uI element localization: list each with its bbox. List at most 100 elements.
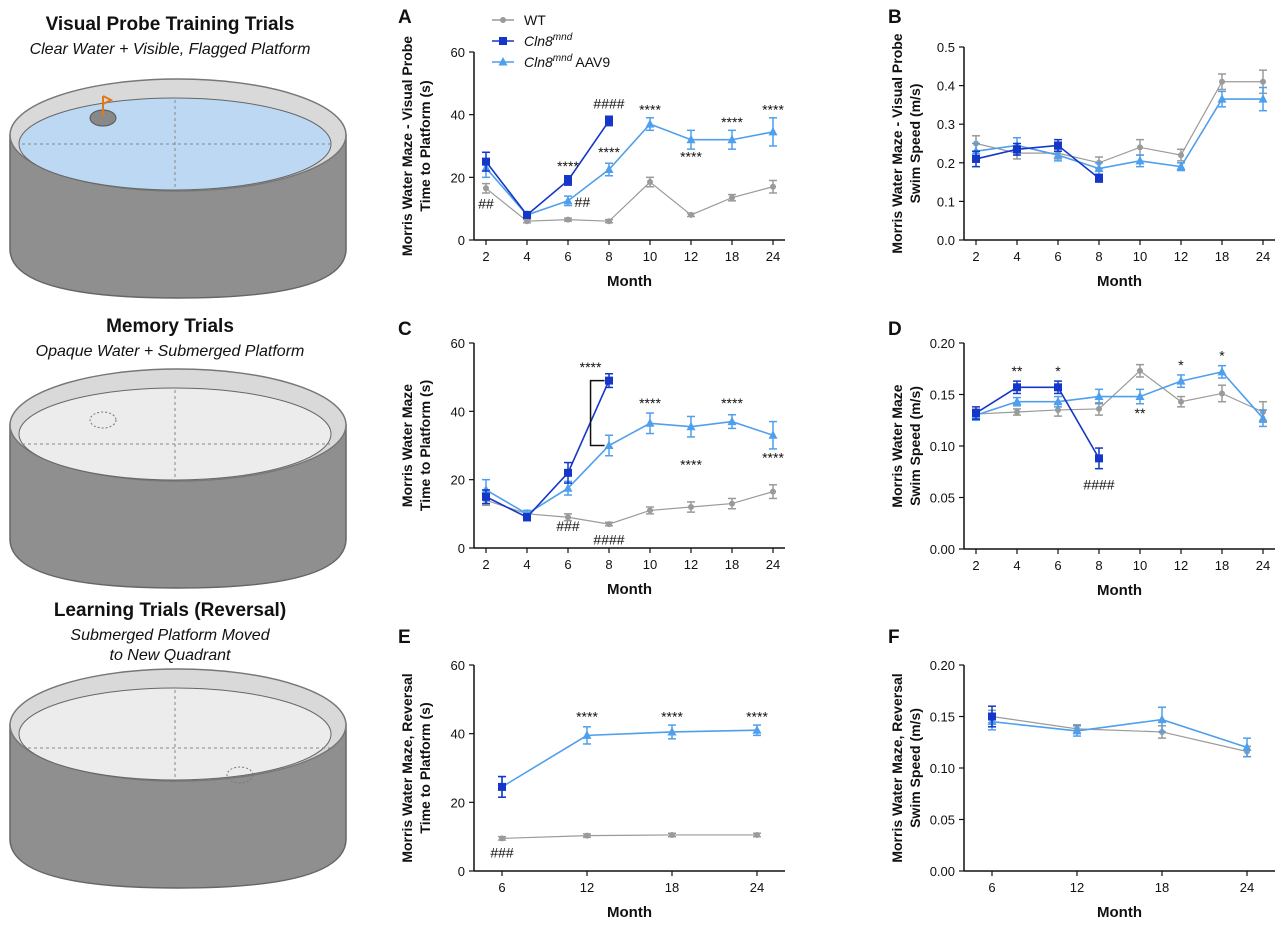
tank-illustration-visual	[9, 78, 347, 299]
y-tick-label: 40	[451, 727, 465, 742]
heading-visual-probe: Visual Probe Training Trials Clear Water…	[0, 14, 365, 60]
x-tick-label: 2	[972, 558, 979, 573]
heading-subtitle: Clear Water + Visible, Flagged Platform	[29, 41, 311, 58]
heading-subtitle: Opaque Water + Submerged Platform	[35, 343, 305, 360]
aav9-point	[1157, 714, 1167, 724]
wt-point	[770, 488, 776, 495]
y-tick-label: 0.00	[930, 542, 955, 557]
aav9-point	[1176, 161, 1186, 171]
aav9-series	[987, 706, 1252, 758]
cln8-point	[523, 513, 531, 522]
significance-label: ####	[593, 532, 624, 548]
significance-label: **	[1012, 363, 1023, 379]
aav9-line	[501, 729, 758, 788]
aav9-point	[686, 421, 696, 431]
wt-series	[972, 69, 1267, 170]
panel-letter: B	[888, 7, 902, 28]
aav9-legend-label: Cln8mnd AAV9	[524, 53, 610, 70]
x-tick-label: 24	[1256, 249, 1270, 264]
significance-label: *	[1178, 357, 1184, 373]
cln8-point	[972, 409, 980, 418]
y-tick-label: 0.20	[930, 336, 955, 351]
aav9-line	[991, 718, 1248, 749]
cln8-series	[482, 373, 613, 522]
x-tick-label: 12	[1070, 880, 1084, 895]
x-tick-label: 8	[1095, 249, 1102, 264]
significance-label: ****	[721, 114, 743, 130]
chart-panel-e: E 0 20 40 60 6 12 18 24 Month Morris Water Maze, R…	[398, 627, 785, 921]
x-tick-label: 10	[1133, 249, 1147, 264]
y-axis-label: Time to Platform (s)	[417, 702, 433, 833]
aav9-point	[1053, 396, 1063, 406]
wt-series	[988, 709, 1251, 758]
y-tick-label: 60	[451, 45, 465, 60]
x-tick-label: 12	[1174, 558, 1188, 573]
significance-label: ****	[598, 144, 620, 160]
x-tick-label: 8	[605, 249, 612, 264]
aav9-line	[485, 420, 774, 515]
x-tick-label: 2	[972, 249, 979, 264]
y-tick-label: 0.1	[937, 194, 955, 209]
cln8-point	[1013, 145, 1021, 154]
aav9-point	[1258, 94, 1268, 103]
wt-series	[482, 176, 777, 225]
x-tick-label: 4	[1013, 249, 1020, 264]
wt-point	[688, 504, 694, 510]
aav9-point	[645, 418, 655, 427]
aav9-point	[1242, 742, 1252, 751]
y-tick-label: 40	[451, 404, 465, 419]
wt-point	[1096, 405, 1102, 412]
aav9-point	[727, 134, 737, 144]
aav9-point	[768, 430, 778, 439]
x-axis-label: Month	[1097, 273, 1142, 290]
heading-subtitle: Submerged Platform Moved to New Quadrant	[70, 627, 270, 664]
aav9-point	[1053, 150, 1063, 159]
aav9-point	[498, 57, 508, 66]
aav9-line	[975, 370, 1264, 419]
y-tick-label: 20	[451, 473, 465, 488]
significance-label: ****	[746, 709, 768, 725]
x-tick-label: 10	[643, 249, 657, 264]
y-tick-label: 0.00	[930, 864, 955, 879]
panel-letter: C	[398, 319, 412, 340]
significance-label: *	[1055, 363, 1061, 379]
significance-bracket	[589, 379, 605, 447]
chart-panel-f: F 0.00 0.05 0.10 0.15 0.20 6 12 18 24 Month Morris …	[888, 627, 1275, 921]
aav9-point	[1094, 163, 1104, 173]
wt-series	[498, 831, 761, 842]
cln8-series	[972, 138, 1103, 183]
y-tick-label: 0.10	[930, 439, 955, 454]
x-axis-label: Month	[607, 904, 652, 921]
y-axis-label: Morris Water Maze, Reversal	[889, 673, 905, 862]
y-axis-label: Swim Speed (m/s)	[907, 386, 923, 506]
wt-legend-label: WT	[524, 12, 546, 28]
wt-point	[770, 183, 776, 190]
aav9-line	[975, 98, 1263, 170]
wt-point	[1137, 367, 1143, 374]
y-tick-label: 0.15	[930, 388, 955, 403]
wt-point	[647, 507, 653, 514]
y-tick-label: 0	[458, 233, 465, 248]
wt-point	[647, 179, 653, 186]
cln8-point	[1095, 454, 1103, 463]
aav9-point	[1135, 155, 1145, 165]
y-axis-label: Time to Platform (s)	[417, 380, 433, 511]
y-axis-label: Swim Speed (m/s)	[907, 84, 923, 204]
x-tick-label: 6	[1054, 249, 1061, 264]
y-tick-label: 0.05	[930, 813, 955, 828]
aav9-point	[1176, 376, 1186, 385]
significance-label: ####	[1083, 476, 1114, 492]
panel-letter: E	[398, 627, 411, 648]
x-tick-label: 10	[1133, 558, 1147, 573]
y-tick-label: 0.0	[937, 233, 955, 248]
cln8-point	[482, 492, 490, 501]
heading-title: Memory Trials	[106, 316, 234, 337]
panel-letter: F	[888, 627, 900, 648]
aav9-point	[604, 164, 614, 173]
cln8-series	[482, 115, 613, 219]
significance-label: ####	[593, 95, 624, 111]
cln8-point	[498, 782, 506, 791]
cln8-series	[988, 705, 996, 728]
